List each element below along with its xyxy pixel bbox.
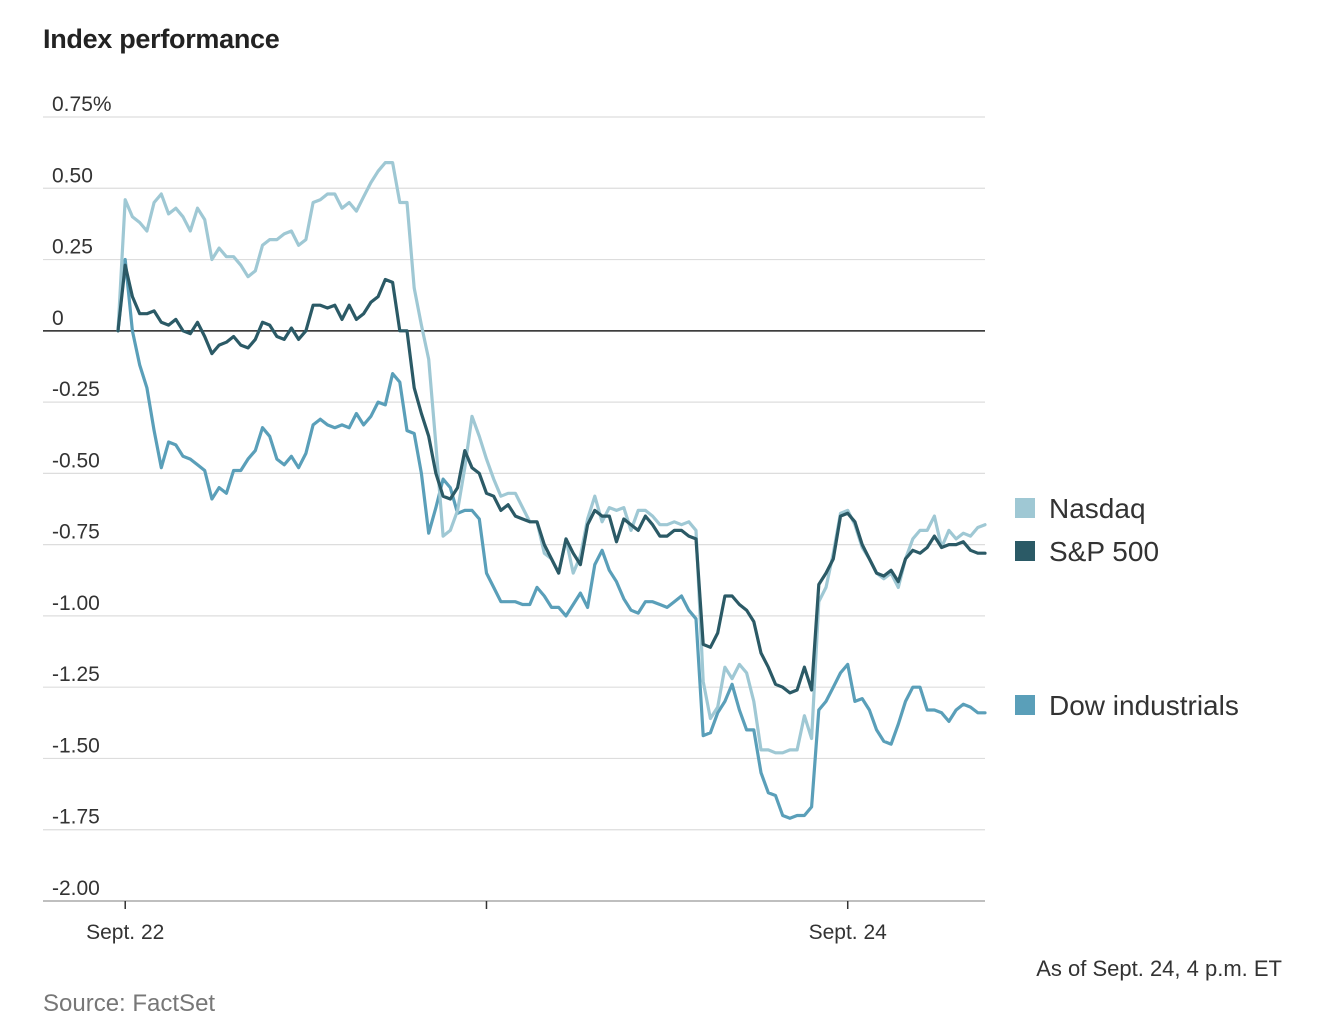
y-tick-label-6: -0.75 — [52, 521, 100, 544]
legend-swatch-1 — [1015, 541, 1035, 561]
y-axis-ticks: 0.75% 0.50 0.25 0 -0.25 -0.50 -0.75 -1.00 -1.25 -… — [52, 93, 112, 900]
y-tick-label-2: 0.25 — [52, 236, 93, 259]
x-tick-label-2: Sept. 24 — [809, 921, 888, 944]
legend-swatch-2 — [1015, 695, 1035, 715]
y-tick-label-4: -0.25 — [52, 378, 100, 401]
legend-label-2: Dow industrials — [1049, 690, 1239, 721]
legend: Nasdaq S&P 500 Dow industrials — [1015, 493, 1239, 721]
y-tick-label-11: -2.00 — [52, 877, 100, 900]
as-of-note: As of Sept. 24, 4 p.m. ET — [1036, 956, 1282, 981]
y-tick-label-10: -1.75 — [52, 806, 100, 829]
y-tick-label-7: -1.00 — [52, 592, 100, 615]
y-tick-label-5: -0.50 — [52, 449, 100, 472]
source-note: Source: FactSet — [43, 990, 216, 1017]
legend-swatch-0 — [1015, 498, 1035, 518]
series-line-2 — [116, 257, 987, 820]
legend-label-0: Nasdaq — [1049, 493, 1146, 524]
chart-title: Index performance — [43, 24, 280, 54]
y-tick-label-9: -1.50 — [52, 734, 100, 757]
y-tick-label-8: -1.25 — [52, 663, 100, 686]
x-tick-label-0: Sept. 22 — [86, 921, 164, 944]
y-tick-label-1: 0.50 — [52, 164, 93, 187]
y-tick-label-0: 0.75% — [52, 93, 112, 116]
series-line-1 — [116, 263, 987, 695]
series-lines — [116, 161, 987, 820]
grid-lines — [43, 116, 985, 902]
x-axis-ticks: Sept. 22 Sept. 24 — [86, 901, 887, 944]
y-tick-label-3: 0 — [52, 307, 64, 330]
legend-label-1: S&P 500 — [1049, 536, 1159, 567]
